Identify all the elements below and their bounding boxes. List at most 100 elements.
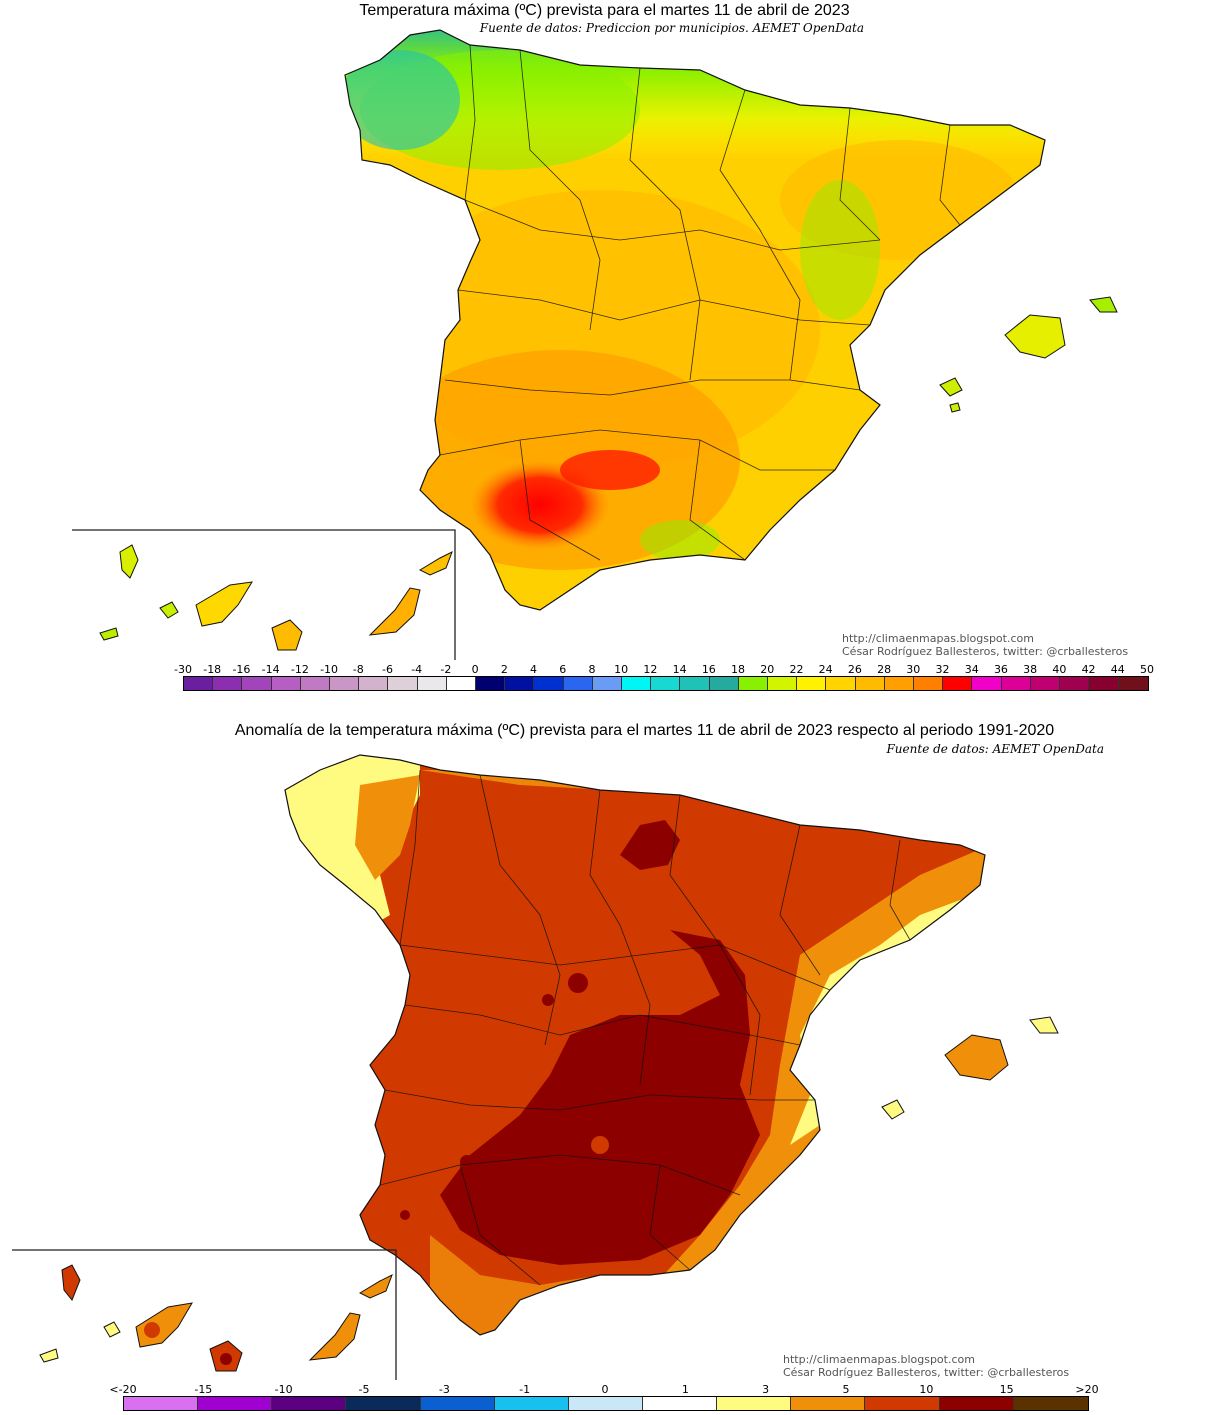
top-legend-label: 8 [588,663,596,676]
bottom-legend-swatch [1013,1397,1088,1410]
top-legend-label: -12 [290,663,309,676]
top-legend-label: 30 [906,663,921,676]
bottom-legend-swatch [272,1397,347,1410]
bottom-credit-url: http://climaenmapas.blogspot.com [783,1353,975,1366]
bottom-legend-swatch [346,1397,421,1410]
top-legend-swatch [855,677,885,690]
top-legend-swatch [651,677,681,690]
top-legend-swatch [505,677,535,690]
bottom-legend-label: -3 [438,1383,450,1396]
top-map-title: Temperatura máxima (ºC) prevista para el… [359,2,850,19]
top-legend-label: 6 [559,663,567,676]
bottom-legend-label: -10 [274,1383,293,1396]
top-legend-swatch [709,677,739,690]
bottom-legend-swatch [865,1397,940,1410]
top-legend-swatch [563,677,593,690]
top-legend-swatch [300,677,331,690]
top-legend-swatch [1089,677,1119,690]
top-credit-author: César Rodríguez Ballesteros, twitter: @c… [842,645,1129,658]
top-legend-label: 38 [1023,663,1038,676]
top-legend-label: 50 [1140,663,1154,676]
bottom-legend-label: -1 [519,1383,531,1396]
top-legend-label: 40 [1052,663,1067,676]
top-legend-swatch [826,677,856,690]
top-legend-label: -6 [382,663,393,676]
top-legend-label: -16 [232,663,251,676]
top-legend-swatch [446,677,477,690]
bottom-legend-swatch [124,1397,199,1410]
top-legend-label: 10 [614,663,629,676]
bottom-legend-labels: <-20 -15 -10 -5 -3 -1 0 1 3 5 10 15 >20 [109,1383,1098,1397]
top-credit-url: http://climaenmapas.blogspot.com [842,632,1034,645]
top-legend-swatch [1060,677,1090,690]
top-legend-label: -14 [261,663,280,676]
top-legend-label: 16 [701,663,716,676]
bottom-anomaly-map [12,754,1059,1380]
top-legend-swatch [184,677,214,690]
top-legend-labels: -30 -18 -16 -14 -12 -10 -8 -6 -4 -2 0 2 4 6 8 10 12 14 16 1… [174,663,1154,677]
top-legend-label: 44 [1110,663,1125,676]
top-legend-label: 36 [993,663,1008,676]
top-legend-label: 22 [789,663,804,676]
bottom-legend-bar [123,1396,1089,1411]
top-legend-label: -30 [174,663,192,676]
top-legend-swatch [622,677,652,690]
bottom-credit-author: César Rodríguez Ballesteros, twitter: @c… [783,1366,1070,1379]
top-legend-swatch [1118,677,1148,690]
top-legend-label: 12 [643,663,658,676]
top-legend-swatch [592,677,623,690]
top-legend-swatch [534,677,564,690]
top-legend-label: 0 [471,663,479,676]
top-legend-swatch [417,677,447,690]
top-legend-swatch [476,677,506,690]
top-legend-swatch [388,677,418,690]
bottom-map-title: Anomalía de la temperatura máxima (ºC) p… [234,722,1055,739]
top-legend-swatch [797,677,827,690]
top-legend-label: 2 [500,663,508,676]
top-legend-label: -10 [320,663,339,676]
top-legend-swatch [242,677,272,690]
bottom-legend-swatch [717,1397,792,1410]
top-legend-label: 42 [1081,663,1096,676]
top-legend-swatch [738,677,769,690]
top-legend-swatch [330,677,360,690]
top-legend-label: 34 [964,663,979,676]
top-legend-swatch [213,677,243,690]
bottom-legend-swatch [642,1397,718,1410]
top-legend-swatch [271,677,301,690]
top-legend-swatch [884,677,915,690]
top-legend-swatch [1030,677,1061,690]
top-legend-label: -8 [352,663,364,676]
bottom-legend-label: -5 [358,1383,370,1396]
top-legend-swatch [768,677,798,690]
top-legend-label: 26 [847,663,862,676]
bottom-legend-swatch [791,1397,866,1410]
bottom-legend-label: 3 [762,1383,770,1396]
bottom-legend-swatch [568,1397,643,1410]
bottom-legend-label: 5 [842,1383,850,1396]
top-legend-swatch [680,677,710,690]
top-legend-label: 28 [877,663,892,676]
bottom-legend-swatch [939,1397,1014,1410]
top-legend-swatch [914,677,944,690]
top-legend-swatch [359,677,389,690]
top-legend-swatch [972,677,1002,690]
top-legend-label: -18 [203,663,222,676]
bottom-legend-label: <-20 [109,1383,137,1396]
bottom-map-source: Fuente de datos: AEMET OpenData [886,742,1104,756]
bottom-legend-swatch [494,1397,569,1410]
top-legend-label: 24 [818,663,833,676]
top-legend-label: 18 [731,663,746,676]
bottom-legend-label: -15 [194,1383,213,1396]
top-legend-label: 32 [935,663,950,676]
top-temperature-map [72,29,1118,660]
top-legend-swatch [943,677,973,690]
top-map-source: Fuente de datos: Prediccion por municipi… [479,21,864,35]
bottom-legend-label: 1 [681,1383,689,1396]
bottom-legend-swatch [420,1397,495,1410]
bottom-legend-label: >20 [1075,1383,1099,1396]
top-legend-label: 14 [672,663,687,676]
bottom-legend-swatch [198,1397,273,1410]
top-legend-swatch [1001,677,1031,690]
top-legend-label: 20 [760,663,775,676]
